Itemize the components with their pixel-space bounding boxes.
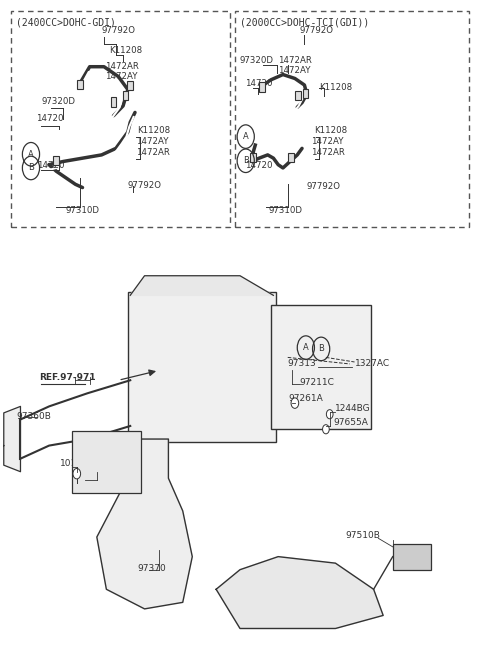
Bar (302, 89, 308, 98)
Text: 1018AD: 1018AD (60, 459, 96, 468)
Text: 1472AR: 1472AR (105, 62, 139, 72)
FancyBboxPatch shape (271, 305, 371, 429)
Bar (53, 156, 59, 165)
Text: 1472AY: 1472AY (311, 137, 343, 146)
Text: REF.97-971: REF.97-971 (39, 373, 96, 382)
Polygon shape (216, 557, 383, 628)
Text: B: B (243, 156, 249, 165)
Bar (393, 544, 431, 569)
Text: 14720: 14720 (245, 79, 272, 88)
Text: 97285A: 97285A (85, 474, 120, 483)
Polygon shape (4, 406, 21, 472)
Text: A: A (303, 343, 309, 352)
Circle shape (73, 468, 81, 479)
Polygon shape (97, 439, 192, 609)
Circle shape (291, 398, 299, 408)
Text: 97792O: 97792O (102, 26, 136, 35)
Text: 14720: 14720 (37, 161, 65, 170)
Text: K11208: K11208 (109, 46, 142, 55)
Text: 97211C: 97211C (300, 378, 335, 387)
Text: 1472AY: 1472AY (278, 66, 311, 75)
Bar (259, 82, 265, 92)
Text: 97792O: 97792O (128, 180, 162, 190)
Text: A: A (243, 132, 249, 141)
Text: (2000CC>DOHC-TCI(GDI)): (2000CC>DOHC-TCI(GDI)) (240, 18, 369, 28)
Text: A: A (28, 150, 34, 159)
Text: 1472AY: 1472AY (136, 137, 169, 146)
Circle shape (323, 424, 329, 434)
Text: 1472AR: 1472AR (278, 56, 312, 66)
Text: 97261A: 97261A (288, 394, 324, 403)
Text: 1472AR: 1472AR (311, 148, 345, 157)
Text: K11208: K11208 (319, 83, 352, 92)
Text: 14720: 14720 (245, 161, 272, 170)
Polygon shape (130, 276, 274, 295)
Text: 97310D: 97310D (269, 206, 302, 215)
Bar (251, 153, 256, 162)
Text: 97320D: 97320D (42, 97, 76, 106)
Bar (127, 81, 133, 91)
Text: (2400CC>DOHC-GDI): (2400CC>DOHC-GDI) (16, 18, 116, 28)
Text: 97510B: 97510B (345, 531, 380, 541)
Bar (288, 153, 294, 162)
Text: 1327AC: 1327AC (355, 359, 390, 369)
Text: B: B (318, 344, 324, 354)
Text: 97792O: 97792O (300, 26, 334, 35)
Text: K11208: K11208 (314, 127, 347, 135)
Text: 97370: 97370 (137, 564, 166, 573)
Text: 97320D: 97320D (239, 56, 273, 66)
Bar (122, 91, 128, 100)
Text: 97655A: 97655A (333, 419, 368, 427)
Bar (77, 79, 83, 89)
Bar (111, 97, 116, 106)
Text: B: B (28, 163, 34, 173)
Text: 1472AY: 1472AY (105, 72, 137, 81)
Text: 97792O: 97792O (307, 182, 341, 191)
Bar (295, 91, 301, 100)
Text: 14720: 14720 (36, 114, 64, 123)
Text: 97313: 97313 (288, 359, 316, 369)
Text: 1244BG: 1244BG (336, 404, 371, 413)
FancyBboxPatch shape (72, 431, 141, 493)
Circle shape (326, 409, 333, 419)
Text: 97360B: 97360B (17, 412, 51, 420)
Text: 1472AR: 1472AR (136, 148, 170, 157)
Text: K11208: K11208 (137, 127, 170, 135)
Text: 97310D: 97310D (66, 206, 100, 215)
FancyBboxPatch shape (128, 292, 276, 442)
